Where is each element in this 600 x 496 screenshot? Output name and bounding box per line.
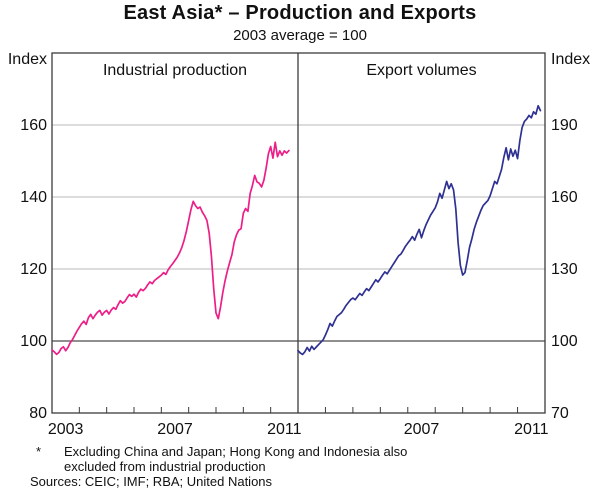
y-axis-label: 120 [20,261,47,278]
y-axis-label: 100 [551,333,578,350]
y-axis-label: 70 [551,405,569,422]
footnote-text: Excluding China and Japan; Hong Kong and… [64,444,408,474]
plot-area: 80 100 120 140 160 70 100 130 160 190 Index Index In… [8,51,590,438]
y-axis-label: 100 [20,333,47,350]
production-line [51,141,290,356]
axis-unit-label: Index [8,51,47,68]
footnote: * Excluding China and Japan; Hong Kong a… [30,444,440,474]
panel-title: Export volumes [366,62,476,79]
x-axis-label: 2007 [404,421,440,438]
y-axis-label: 130 [551,261,578,278]
y-axis-label: 80 [29,405,47,422]
y-axis-label: 190 [551,117,578,134]
sources-line: Sources: CEIC; IMF; RBA; United Nations [30,474,273,489]
exports-line [297,104,542,356]
x-axis-label: 2011 [514,421,549,438]
x-axis-label: 2007 [157,421,193,438]
axis-unit-label: Index [551,51,590,68]
y-axis-label: 140 [20,189,47,206]
panel-title: Industrial production [103,62,247,79]
footnote-marker: * [36,444,42,459]
chart-subtitle: 2003 average = 100 [233,27,367,44]
chart-title: East Asia* – Production and Exports [123,2,477,24]
y-axis-label: 160 [20,117,47,134]
x-axis-label: 2011 [267,421,302,438]
x-axis-label: 2003 [48,421,84,438]
y-axis-label: 160 [551,189,578,206]
